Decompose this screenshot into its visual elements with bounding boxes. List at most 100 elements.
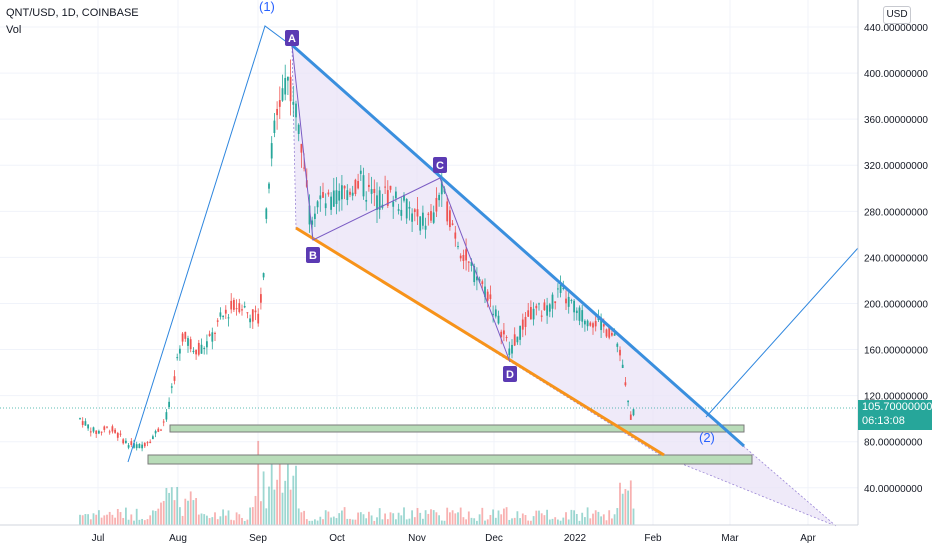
candle-body bbox=[573, 300, 575, 313]
candle-body bbox=[184, 331, 187, 339]
volume-bar bbox=[125, 507, 127, 525]
volume-bar bbox=[589, 518, 592, 525]
candle-body bbox=[454, 232, 457, 239]
candle-body bbox=[508, 348, 511, 356]
volume-bar bbox=[89, 519, 92, 525]
candle-body bbox=[314, 213, 316, 219]
candle-body bbox=[392, 201, 395, 207]
volume-bar bbox=[478, 514, 481, 525]
candle-body bbox=[89, 431, 92, 433]
candle-body bbox=[538, 303, 540, 305]
point-badge-b: B bbox=[306, 247, 320, 263]
volume-bar bbox=[624, 489, 627, 525]
candle-body bbox=[268, 183, 270, 189]
time-tick-label: Aug bbox=[169, 533, 187, 544]
candle-body bbox=[238, 303, 241, 313]
volume-bar bbox=[327, 511, 330, 525]
volume-bar bbox=[233, 520, 235, 525]
candle-body bbox=[170, 386, 173, 388]
volume-bar bbox=[446, 507, 449, 525]
volume-bar bbox=[95, 514, 98, 525]
volume-bar bbox=[281, 492, 284, 525]
channel-bottom-line[interactable] bbox=[295, 226, 665, 457]
volume-bar bbox=[308, 520, 311, 525]
volume-bar bbox=[114, 517, 116, 525]
volume-bar bbox=[214, 512, 216, 525]
volume-bar bbox=[381, 519, 384, 525]
volume-bar bbox=[449, 512, 451, 525]
price-axis[interactable]: 440.00000000 400.00000000 360.00000000 320.… bbox=[864, 23, 928, 495]
candle-body bbox=[251, 309, 254, 322]
candle-body bbox=[176, 357, 179, 359]
support-zone-upper bbox=[169, 424, 745, 433]
volume-bar bbox=[219, 516, 222, 525]
volume-bar bbox=[103, 515, 106, 525]
candle-body bbox=[492, 313, 494, 315]
candle-body bbox=[465, 249, 467, 261]
volume-bar bbox=[211, 517, 214, 525]
candle-body bbox=[341, 185, 343, 200]
volume-bar bbox=[84, 514, 87, 525]
volume-bar bbox=[516, 511, 519, 525]
volume-bar bbox=[230, 519, 233, 525]
volume-bar bbox=[581, 512, 584, 525]
candle-body bbox=[192, 350, 195, 353]
volume-bar bbox=[400, 515, 403, 525]
candle-body bbox=[467, 261, 470, 263]
volume-bar bbox=[160, 502, 162, 525]
candle-body bbox=[322, 192, 324, 198]
candle-body bbox=[613, 333, 616, 336]
candle-body bbox=[432, 212, 435, 223]
volume-bar bbox=[268, 486, 270, 525]
candle-body bbox=[343, 185, 346, 189]
candle-body bbox=[446, 201, 449, 222]
volume-bar bbox=[184, 498, 187, 525]
volume-bar bbox=[503, 508, 505, 525]
candle-body bbox=[330, 196, 332, 210]
volume-bar bbox=[632, 508, 635, 525]
candle-body bbox=[476, 276, 478, 281]
candle-body bbox=[230, 300, 233, 310]
volume-bar bbox=[338, 513, 341, 525]
volume-bar bbox=[492, 509, 494, 525]
time-axis[interactable]: Jul Aug Sep Oct Nov Dec 2022 Feb Mar Apr bbox=[92, 533, 817, 544]
volume-bar bbox=[303, 510, 305, 525]
volume-bar bbox=[322, 519, 324, 525]
volume-bar bbox=[476, 520, 478, 525]
symbol-title[interactable]: QNT/USD, 1D, COINBASE bbox=[6, 7, 139, 19]
current-price-badge: 105.70000000 06:13:08 bbox=[858, 400, 932, 430]
volume-bar bbox=[203, 514, 206, 525]
candle-body bbox=[241, 309, 243, 311]
point-badge-c: C bbox=[433, 157, 447, 173]
candle-body bbox=[494, 309, 497, 317]
candle-body bbox=[84, 421, 87, 426]
volume-bar bbox=[349, 518, 351, 525]
candle-body bbox=[200, 344, 203, 354]
candle-body bbox=[143, 443, 146, 447]
currency-button[interactable]: USD bbox=[883, 6, 911, 24]
volume-bars bbox=[79, 440, 635, 525]
candle-body bbox=[424, 225, 427, 230]
candle-body bbox=[559, 285, 562, 293]
volume-bar bbox=[351, 519, 354, 525]
candle-body bbox=[351, 192, 354, 196]
candle-body bbox=[548, 304, 551, 312]
support-zone-lower bbox=[147, 454, 753, 465]
volume-bar bbox=[373, 520, 376, 525]
candle-body bbox=[270, 143, 273, 159]
candle-body bbox=[127, 445, 130, 448]
price-tick-label: 240.00000000 bbox=[864, 253, 928, 264]
volume-bar bbox=[405, 519, 408, 525]
channel-top-line[interactable] bbox=[291, 43, 745, 448]
volume-bar bbox=[578, 520, 581, 525]
candle-body bbox=[430, 211, 432, 221]
candle-body bbox=[389, 185, 392, 190]
candle-body bbox=[413, 209, 416, 212]
candle-body bbox=[162, 421, 165, 423]
volume-bar bbox=[98, 510, 100, 525]
volume-bar bbox=[443, 520, 446, 525]
volume-bar bbox=[284, 480, 287, 525]
volume-bar bbox=[519, 518, 521, 525]
candle-body bbox=[427, 213, 430, 215]
